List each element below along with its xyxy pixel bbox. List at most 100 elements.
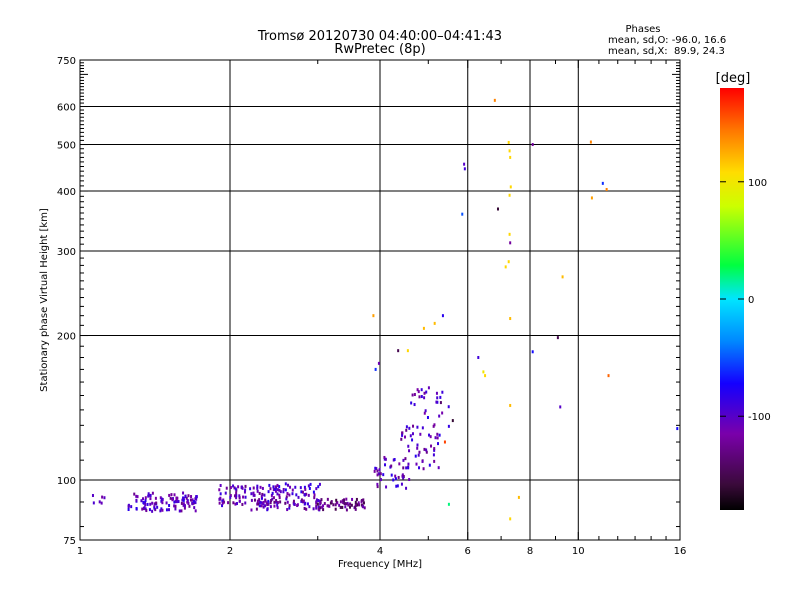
data-point [509,241,512,245]
data-point [275,500,278,504]
data-point [101,495,104,499]
data-point [356,503,359,507]
data-point [413,403,416,407]
data-point [263,493,266,497]
data-point [400,437,403,441]
data-point [493,98,496,102]
data-point [154,496,157,500]
data-point [383,457,386,461]
data-point [383,455,386,459]
data-point [418,395,421,399]
data-point [414,454,417,458]
data-point [345,497,348,501]
data-point [400,482,403,486]
data-point [315,498,318,502]
data-point [509,317,512,321]
data-point [401,431,404,435]
data-point [144,498,147,502]
data-point [416,443,419,447]
data-point [288,493,291,497]
data-point [294,485,297,489]
data-point [264,499,267,503]
data-point [193,506,196,510]
data-point [437,442,440,446]
data-point [301,490,304,494]
y-tick-label: 100 [57,476,76,487]
data-point [262,500,265,504]
data-point [151,509,154,513]
data-point [439,395,442,399]
data-point [244,495,247,499]
data-point [416,425,419,429]
data-point [309,482,312,486]
data-point [256,484,259,488]
data-point [184,494,187,498]
data-point [339,505,342,509]
data-point [229,486,232,490]
y-tick-label: 75 [63,536,76,547]
data-point [153,502,156,506]
data-point [272,488,275,492]
data-point [127,505,130,509]
data-point [327,504,330,508]
y-axis-label: Stationary phase Virtual Height [km] [39,208,50,392]
data-point [267,502,270,506]
data-point [266,507,269,511]
data-point [435,400,438,404]
data-point [390,473,393,477]
data-point [235,494,238,498]
data-point [334,503,337,507]
data-point [269,505,272,509]
data-point [267,499,270,503]
data-point [508,193,511,197]
data-point [269,487,272,491]
data-point [375,467,378,471]
data-point [293,502,296,506]
data-point [278,493,281,497]
data-point [306,502,309,506]
data-point [288,506,291,510]
data-point [354,500,357,504]
data-point [175,500,178,504]
data-point [250,508,253,512]
data-point [261,492,264,496]
data-point [234,502,237,506]
data-point [404,457,407,461]
data-point [249,487,252,491]
data-point [235,496,238,500]
data-point [330,500,333,504]
data-point [424,409,427,413]
data-point [286,500,289,504]
data-point [451,419,454,423]
data-point [398,462,401,466]
data-point [227,501,230,505]
data-point [284,488,287,492]
data-point [135,498,138,502]
data-point [148,508,151,512]
data-point [194,501,197,505]
data-point [165,501,168,505]
data-point [508,232,511,236]
data-point [321,505,324,509]
data-point [92,501,95,505]
data-point [405,428,408,432]
data-point [190,495,193,499]
data-point [252,493,255,497]
data-point [274,489,277,493]
data-point [265,501,268,505]
phases-stats-o: mean, sd,O: -96.0, 16.6 [608,35,726,46]
data-point [187,501,190,505]
data-point [182,496,185,500]
grid-lines [80,60,680,540]
data-point [165,508,168,512]
data-point [261,486,264,490]
data-point [341,499,344,503]
data-point [427,386,430,390]
data-point [338,503,341,507]
data-point [146,502,149,506]
data-point [392,478,395,482]
data-point [393,458,396,462]
data-point [362,501,365,505]
data-point [354,505,357,509]
